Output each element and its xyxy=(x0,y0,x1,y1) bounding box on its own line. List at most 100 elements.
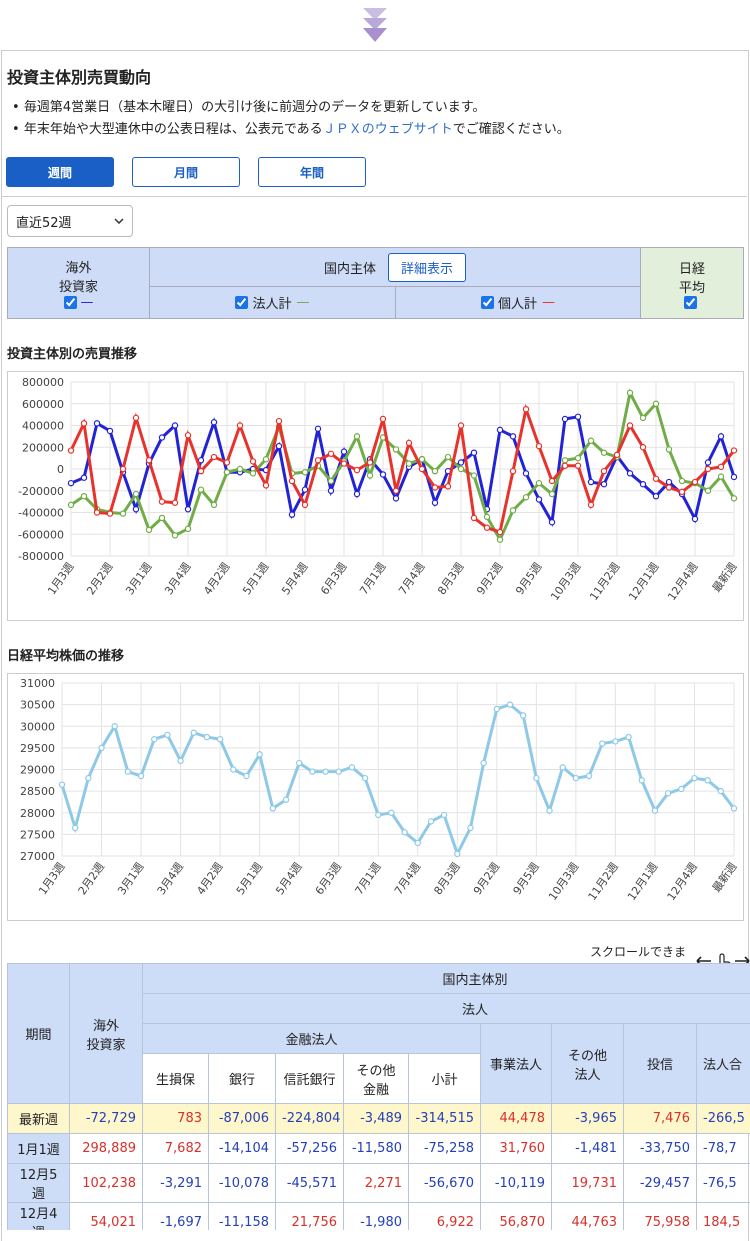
x-tick-label: 7月4週 xyxy=(396,560,427,597)
point xyxy=(442,812,447,817)
point xyxy=(354,491,359,496)
tab-monthly[interactable]: 月間 xyxy=(132,157,240,187)
corporate-checkbox[interactable] xyxy=(235,296,248,309)
header-cell: 事業法人 xyxy=(481,1024,552,1104)
point xyxy=(389,810,394,815)
point xyxy=(178,758,183,763)
table-cell: 102,238 xyxy=(70,1164,143,1203)
table-cell: 最新週 xyxy=(8,1104,70,1134)
point xyxy=(244,773,249,778)
point xyxy=(692,479,697,484)
point xyxy=(393,488,398,493)
x-tick-label: 12月1週 xyxy=(626,560,661,603)
point xyxy=(471,515,476,520)
table-cell: 75,958 xyxy=(624,1203,697,1231)
point xyxy=(362,776,367,781)
point xyxy=(204,734,209,739)
x-tick-label: 9月2週 xyxy=(474,560,505,597)
detail-button[interactable]: 詳細表示 xyxy=(388,253,466,282)
point xyxy=(560,765,565,770)
x-tick-label: 7月4週 xyxy=(392,860,423,897)
point xyxy=(81,475,86,480)
point xyxy=(198,469,203,474)
point xyxy=(138,773,143,778)
point xyxy=(640,445,645,450)
x-tick-label: 8月3週 xyxy=(435,560,466,597)
domestic-cell: 国内主体 詳細表示 xyxy=(149,247,641,287)
point xyxy=(125,769,130,774)
individual-checkbox[interactable] xyxy=(481,296,494,309)
flow-chart: -800000-600000-400000-200000020000040000… xyxy=(7,371,744,621)
point xyxy=(679,478,684,483)
nikkei-checkbox[interactable] xyxy=(684,296,697,309)
table-cell: -11,580 xyxy=(344,1134,409,1164)
point xyxy=(653,494,658,499)
x-tick-label: 5月4週 xyxy=(273,860,304,897)
header-cell: 法人 xyxy=(143,994,750,1024)
point xyxy=(534,776,539,781)
point xyxy=(328,488,333,493)
point xyxy=(536,497,541,502)
point xyxy=(68,481,73,486)
x-tick-label: 最新週 xyxy=(710,860,740,894)
point xyxy=(626,734,631,739)
divider xyxy=(2,196,747,197)
table-cell: -1,481 xyxy=(552,1134,624,1164)
table-cell: 44,478 xyxy=(481,1104,552,1134)
x-tick-label: 11月2週 xyxy=(587,560,622,603)
point xyxy=(718,789,723,794)
point xyxy=(419,466,424,471)
tab-yearly[interactable]: 年間 xyxy=(258,157,366,187)
series-line xyxy=(62,705,734,854)
point xyxy=(575,414,580,419)
point xyxy=(159,515,164,520)
table-cell: 56,870 xyxy=(481,1203,552,1231)
point xyxy=(601,482,606,487)
point xyxy=(224,470,229,475)
x-tick-label: 8月3週 xyxy=(431,860,462,897)
table-cell: 7,476 xyxy=(624,1104,697,1134)
nikkei-label: 日経 平均 xyxy=(679,258,705,296)
table-cell: -3,291 xyxy=(143,1164,209,1203)
point xyxy=(510,469,515,474)
data-table: 期間海外 投資家国内主体別 法人 金融法人 事業法人 その他 法人 投信 法人合… xyxy=(7,963,750,1230)
point xyxy=(692,776,697,781)
table-cell: 1月1週 xyxy=(8,1134,70,1164)
point xyxy=(94,421,99,426)
point xyxy=(652,808,657,813)
table-cell: 31,760 xyxy=(481,1134,552,1164)
individual-label: 個人計 xyxy=(498,293,537,312)
x-tick-label: 5月1週 xyxy=(240,560,271,597)
point xyxy=(328,478,333,483)
domestic-label: 国内主体 xyxy=(324,258,376,277)
nikkei-cell: 日経 平均 xyxy=(640,247,744,319)
point xyxy=(263,457,268,462)
overseas-checkbox[interactable] xyxy=(64,296,77,309)
jpx-link[interactable]: ＪＰＸのウェブサイト xyxy=(323,122,453,137)
point xyxy=(600,741,605,746)
point xyxy=(705,466,710,471)
y-tick-label: 800000 xyxy=(22,376,64,389)
page-title: 投資主体別売買動向 xyxy=(7,64,151,88)
table-cell: -224,804 xyxy=(276,1104,344,1134)
point xyxy=(458,423,463,428)
point xyxy=(731,474,736,479)
period-select[interactable]: 直近52週 xyxy=(7,205,133,237)
point xyxy=(289,478,294,483)
point xyxy=(627,390,632,395)
point xyxy=(731,496,736,501)
point xyxy=(549,491,554,496)
point xyxy=(510,434,515,439)
point xyxy=(120,466,125,471)
point xyxy=(575,463,580,468)
table-cell: -3,489 xyxy=(344,1104,409,1134)
y-tick-label: 29500 xyxy=(20,742,55,755)
tab-weekly[interactable]: 週間 xyxy=(6,157,114,187)
point xyxy=(302,487,307,492)
x-tick-label: 2月2週 xyxy=(76,860,107,897)
point xyxy=(81,421,86,426)
point xyxy=(218,737,223,742)
point xyxy=(419,457,424,462)
point xyxy=(653,401,658,406)
